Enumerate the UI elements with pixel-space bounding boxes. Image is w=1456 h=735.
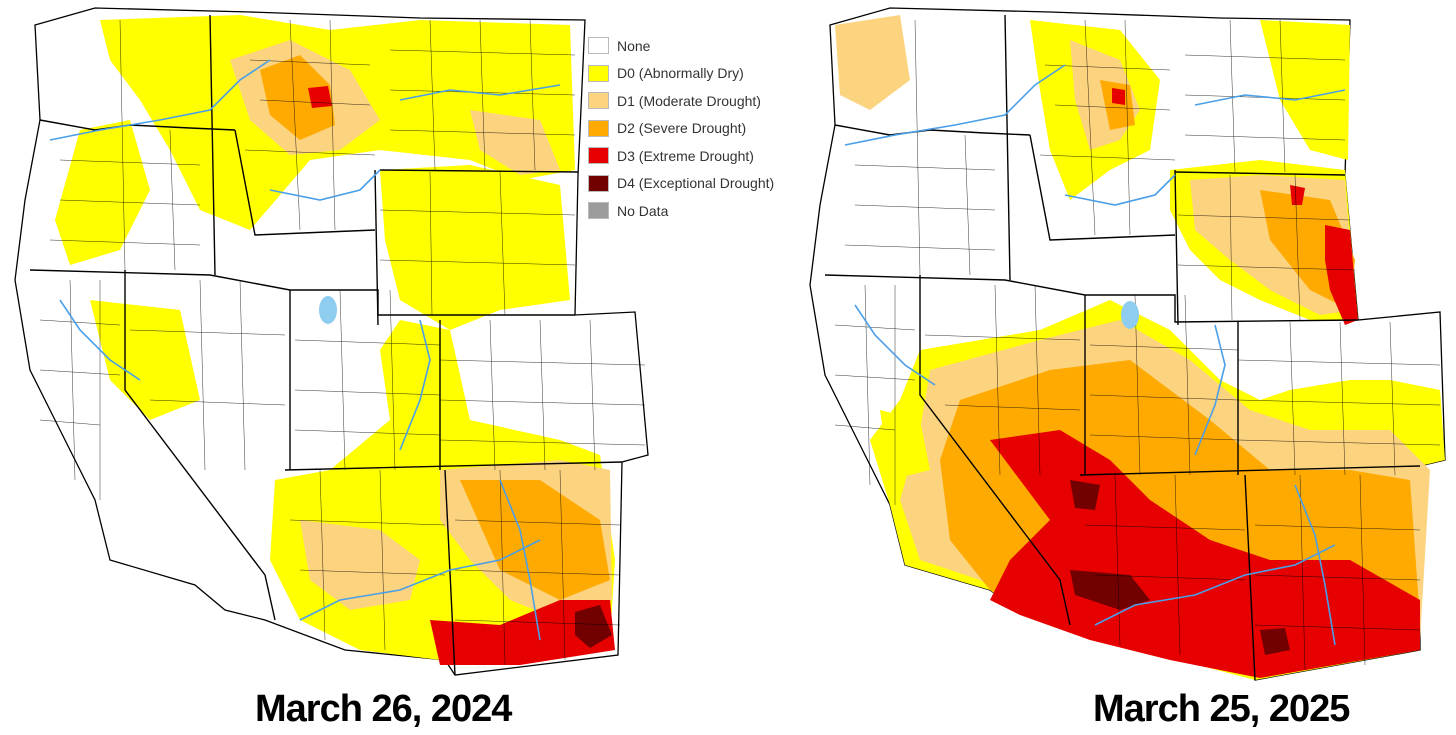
great-salt-lake-2024 — [319, 296, 337, 324]
legend-swatch — [588, 119, 609, 137]
legend-label: No Data — [617, 202, 669, 219]
map-date-caption-2025: March 25, 2025 — [1093, 688, 1350, 730]
legend-label: None — [617, 37, 651, 54]
great-salt-lake-2025 — [1121, 301, 1139, 329]
legend-item-none: None — [588, 32, 818, 60]
legend-label: D3 (Extreme Drought) — [617, 147, 754, 164]
rivers-2024 — [49, 59, 561, 641]
legend-label: D0 (Abnormally Dry) — [617, 65, 744, 82]
drought-map-2024-svg — [14, 7, 649, 676]
legend-label: D2 (Severe Drought) — [617, 120, 747, 137]
legend-item-d1: D1 (Moderate Drought) — [588, 87, 818, 115]
drought-areas-2025 — [835, 15, 1445, 680]
drought-map-2025 — [790, 0, 1456, 695]
legend-label: D4 (Exceptional Drought) — [617, 175, 775, 192]
legend-item-d3: D3 (Extreme Drought) — [588, 142, 818, 170]
legend-item-d2: D2 (Severe Drought) — [588, 115, 818, 143]
legend-swatch — [588, 37, 609, 55]
legend-item-d0: D0 (Abnormally Dry) — [588, 60, 818, 88]
map-date-caption-2024: March 26, 2024 — [255, 688, 512, 730]
drought-areas-2024 — [55, 15, 615, 665]
legend-item-d4: D4 (Exceptional Drought) — [588, 170, 818, 198]
legend-swatch — [588, 174, 609, 192]
legend-swatch — [588, 64, 609, 82]
legend-swatch — [588, 202, 609, 220]
drought-map-2025-svg — [809, 7, 1446, 681]
drought-legend: None D0 (Abnormally Dry) D1 (Moderate Dr… — [588, 32, 818, 225]
legend-swatch — [588, 92, 609, 110]
drought-map-2024 — [0, 0, 660, 695]
legend-label: D1 (Moderate Drought) — [617, 92, 761, 109]
state-borders-2024 — [29, 14, 623, 676]
rivers-2025 — [844, 64, 1346, 646]
state-borders-2025 — [824, 14, 1421, 681]
legend-swatch — [588, 147, 609, 165]
legend-item-no-data: No Data — [588, 197, 818, 225]
